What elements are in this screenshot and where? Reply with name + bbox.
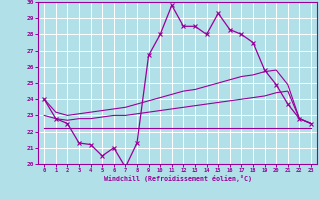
X-axis label: Windchill (Refroidissement éolien,°C): Windchill (Refroidissement éolien,°C)	[104, 175, 252, 182]
